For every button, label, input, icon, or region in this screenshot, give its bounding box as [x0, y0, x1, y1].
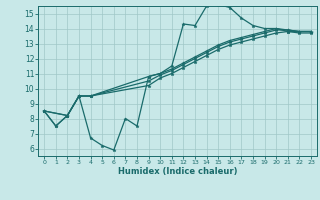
X-axis label: Humidex (Indice chaleur): Humidex (Indice chaleur)	[118, 167, 237, 176]
